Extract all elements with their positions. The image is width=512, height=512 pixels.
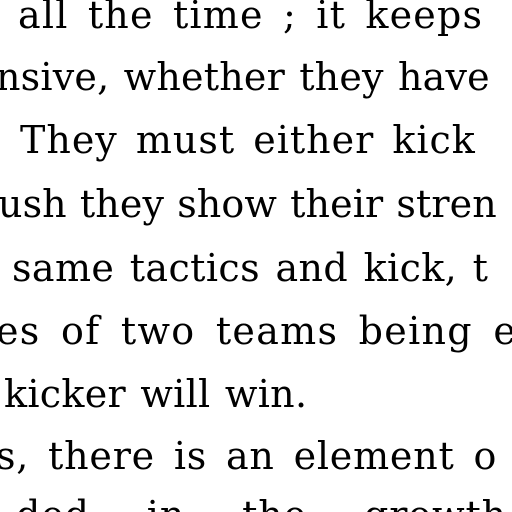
text-line-6: es of two teams being eq xyxy=(0,309,512,353)
text-line-4: ush they show their stren xyxy=(0,182,497,226)
text-line-3: They must either kick xyxy=(20,118,476,162)
text-line-5: same tactics and kick, t xyxy=(12,246,489,290)
text-line-2: nsive, whether they have xyxy=(0,55,490,99)
text-line-7: kicker will win. xyxy=(4,372,308,416)
text-line-1: all the time ; it keeps xyxy=(18,0,484,37)
text-line-8: s, there is an element o xyxy=(0,434,498,478)
text-line-9-partial: ded in the growth xyxy=(16,496,507,512)
